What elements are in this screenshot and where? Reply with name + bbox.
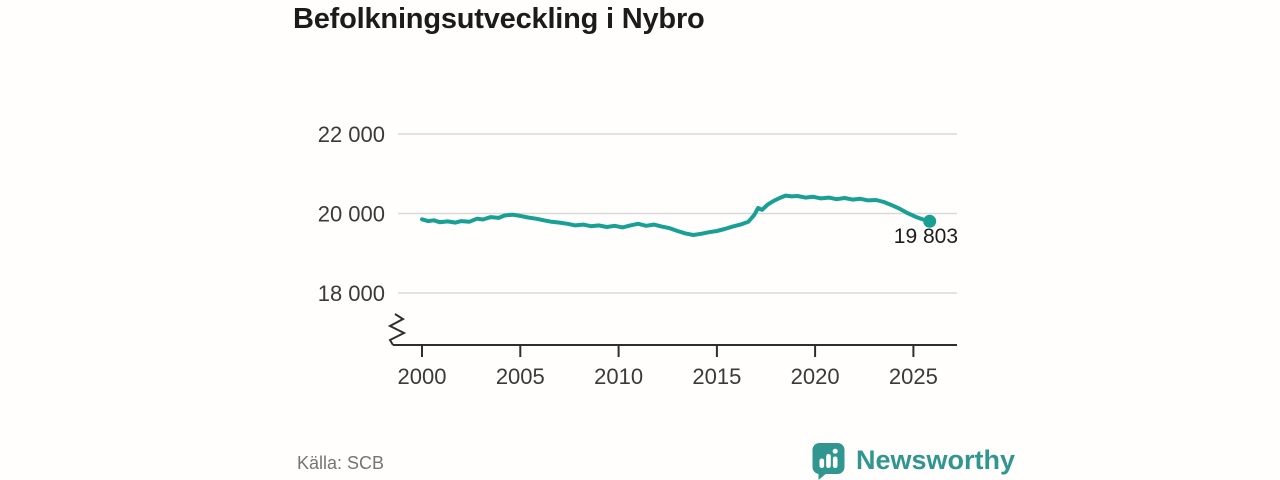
x-axis-label: 2000	[398, 364, 447, 389]
x-axis-label: 2010	[594, 364, 643, 389]
source-label: Källa: SCB	[297, 453, 385, 473]
x-axis-label: 2015	[692, 364, 741, 389]
newsworthy-brand-name: Newsworthy	[856, 444, 1016, 475]
newsworthy-brand: Newsworthy	[810, 440, 1015, 480]
y-axis-label: 20 000	[318, 202, 385, 227]
y-axis-label: 22 000	[318, 122, 385, 147]
last-value-label: 19 803	[894, 225, 958, 248]
newsworthy-logo-icon	[812, 443, 845, 480]
page-title: Befolkningsutveckling i Nybro	[293, 3, 705, 35]
axis-break-icon	[387, 313, 407, 346]
x-axis-label: 2025	[889, 364, 938, 389]
x-axis-label: 2005	[496, 364, 545, 389]
y-axis-label: 18 000	[318, 281, 385, 306]
population-line	[420, 193, 932, 237]
last-point-dot	[923, 214, 937, 228]
x-axis-label: 2020	[791, 364, 840, 389]
